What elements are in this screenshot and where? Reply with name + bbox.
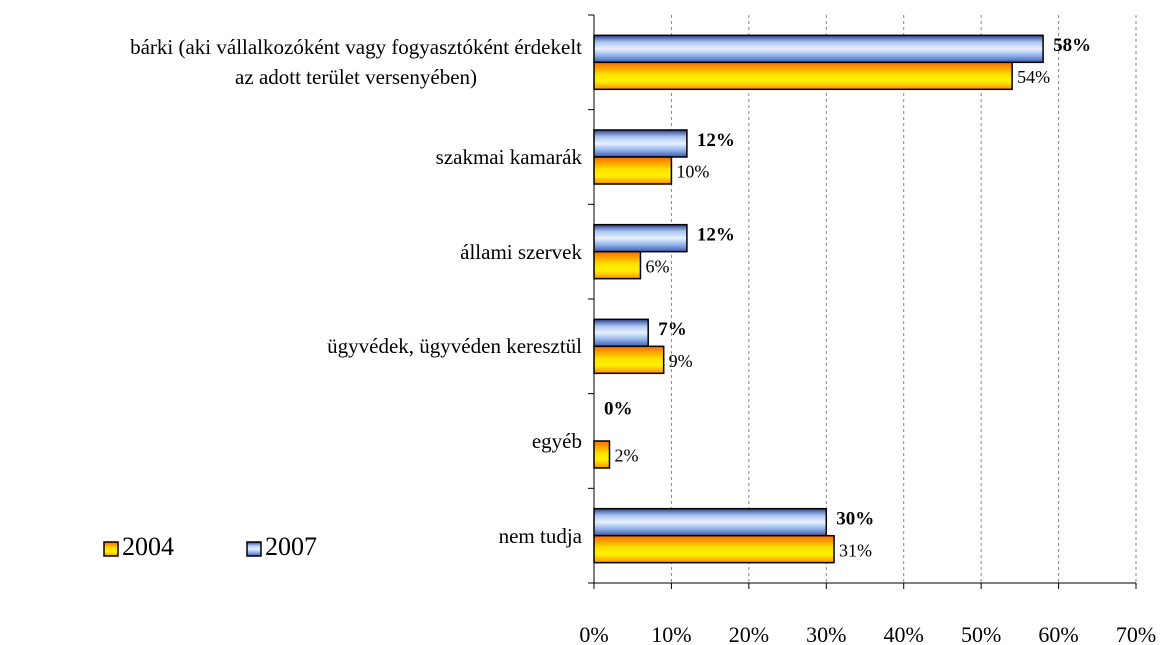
- value-label: 58%: [1053, 35, 1091, 56]
- legend-label: 2004: [122, 532, 174, 561]
- value-label: 30%: [836, 509, 874, 530]
- x-tick-label: 50%: [961, 622, 1001, 645]
- value-label: 2%: [614, 446, 638, 466]
- y-tick-label: nem tudja: [498, 523, 582, 548]
- bar: [593, 223, 688, 253]
- x-tick-label: 10%: [651, 622, 691, 645]
- bar: [593, 156, 673, 185]
- legend-swatch: [103, 541, 119, 557]
- value-label: 0%: [604, 398, 633, 419]
- value-label: 6%: [645, 256, 669, 276]
- bar: [593, 129, 688, 158]
- bar: [593, 318, 649, 348]
- y-tick-label: bárki (aki vállalkozóként vagy fogyasztó…: [130, 35, 582, 90]
- value-label: 31%: [839, 540, 872, 560]
- y-tick-label: szakmai kamarák: [435, 145, 582, 169]
- y-tick-label: egyéb: [531, 429, 582, 453]
- value-label: 9%: [669, 351, 693, 371]
- value-label: 12%: [697, 130, 735, 151]
- x-tick-label: 70%: [1116, 622, 1156, 645]
- x-tick-label: 30%: [806, 622, 846, 645]
- legend-swatch: [246, 541, 262, 557]
- x-tick-label: 20%: [729, 622, 769, 645]
- value-label: 54%: [1017, 67, 1050, 87]
- bar: [593, 507, 828, 537]
- bar: [593, 440, 611, 469]
- bar: [593, 61, 1013, 91]
- x-tick-label: 60%: [1038, 622, 1078, 645]
- bar: [593, 534, 835, 564]
- y-tick-label: ügyvédek, ügyvéden keresztül: [327, 334, 582, 359]
- bar: [593, 34, 1044, 64]
- bar: [593, 345, 665, 375]
- value-label: 10%: [676, 162, 709, 182]
- value-label: 7%: [658, 319, 687, 340]
- value-label: 12%: [697, 225, 735, 246]
- x-tick-label: 40%: [884, 622, 924, 645]
- bar: [593, 250, 642, 280]
- x-tick-label: 0%: [579, 622, 608, 645]
- y-tick-label: állami szervek: [460, 239, 582, 264]
- legend-label: 2007: [265, 532, 317, 561]
